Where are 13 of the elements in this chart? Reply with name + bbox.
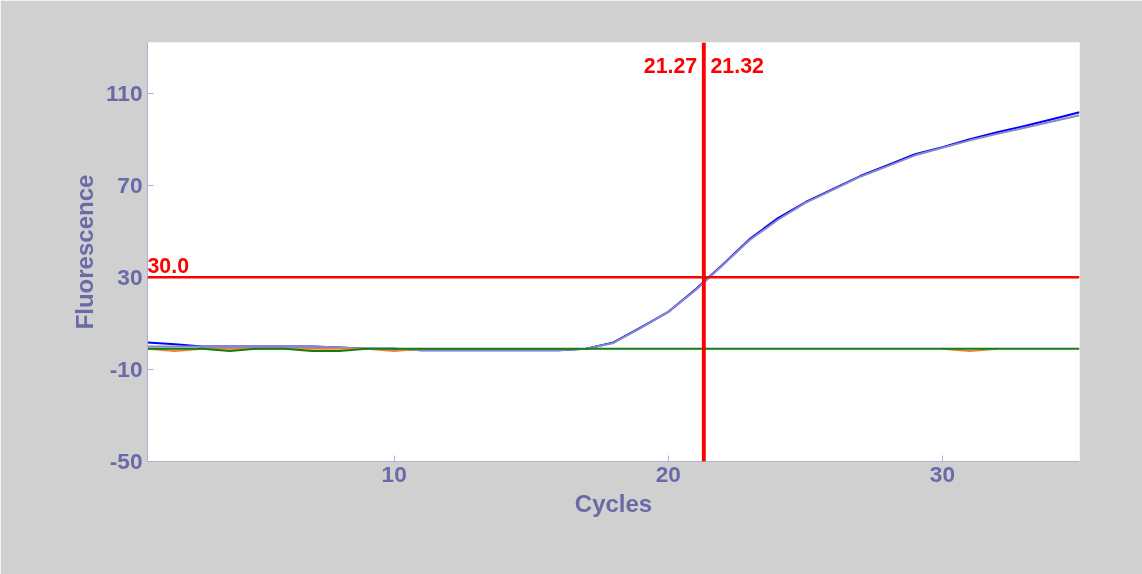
y-tick-label: 110 (105, 79, 143, 106)
ref-line-label: 21.27 (643, 53, 698, 78)
y-tick-label: 70 (117, 171, 143, 198)
x-tick-label: 10 (381, 460, 407, 487)
x-tick-label: 20 (655, 460, 681, 487)
y-tick-label: -10 (109, 355, 143, 382)
y-tick-label: 30 (117, 263, 143, 290)
x-axis-title: Cycles (574, 489, 653, 517)
y-axis-title: Fluorescence (70, 174, 98, 330)
ref-line-label: 21.32 (710, 53, 764, 78)
ref-line-label: 30.0 (147, 254, 190, 279)
y-tick-label: -50 (109, 448, 143, 474)
x-tick-label: 30 (929, 460, 956, 487)
